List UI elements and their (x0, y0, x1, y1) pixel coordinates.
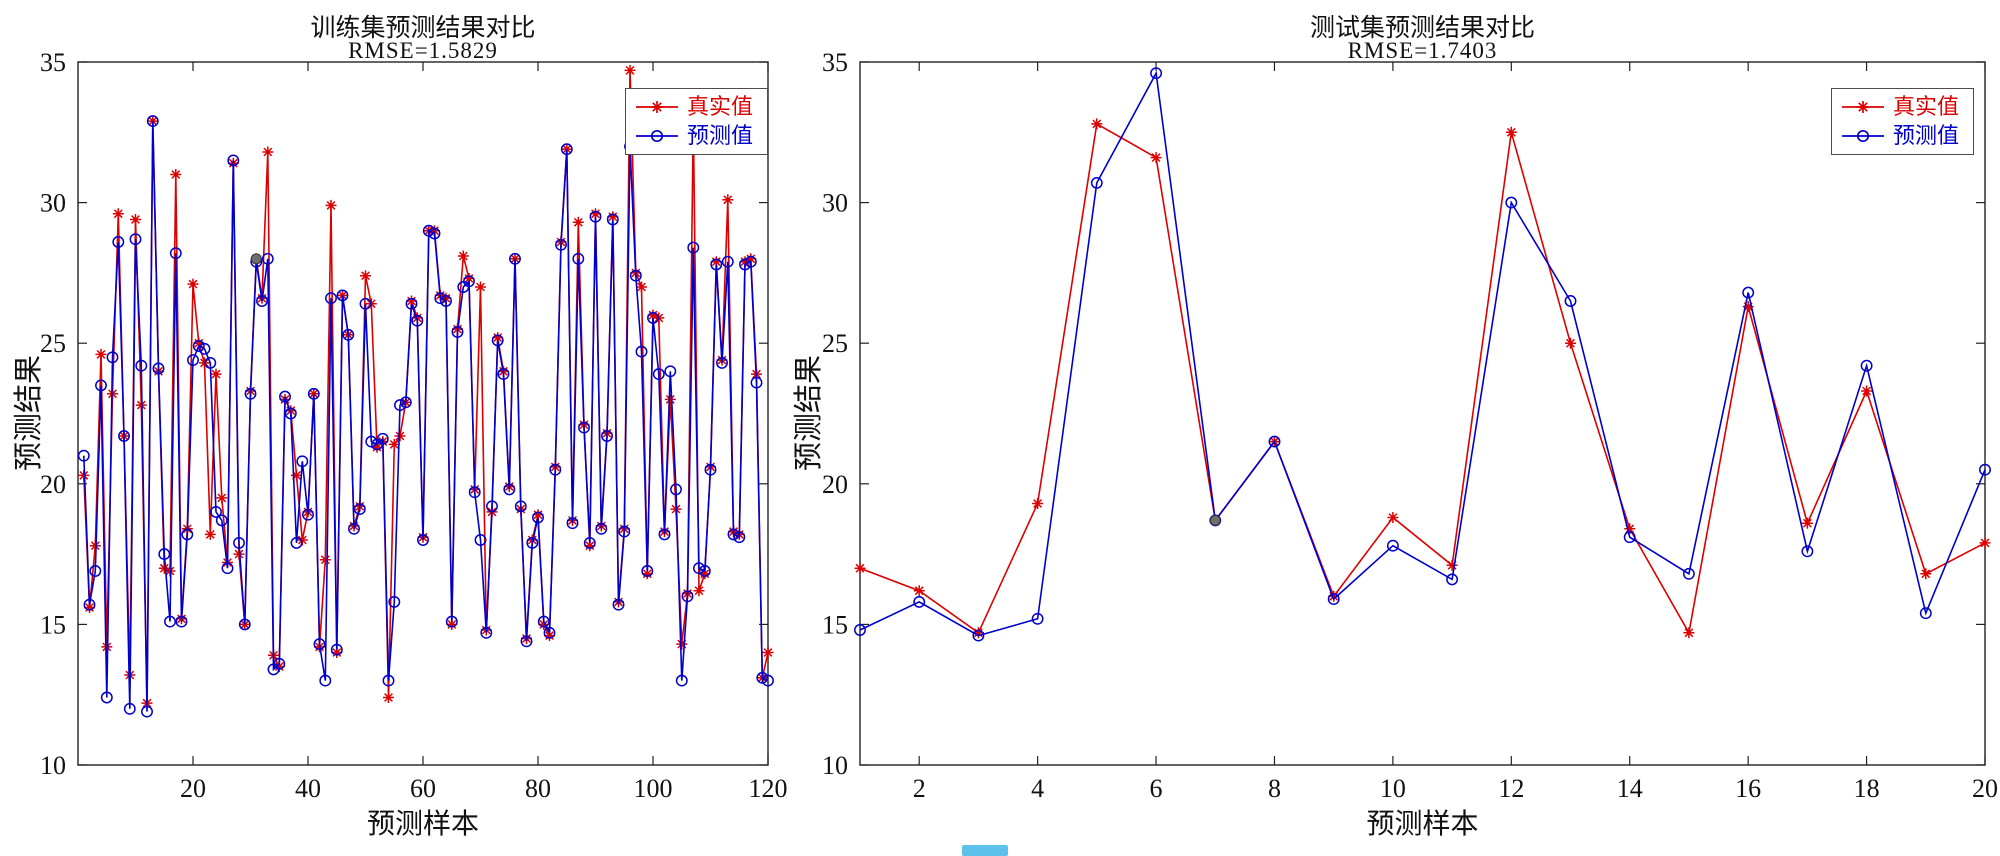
x-tick-label: 12 (1498, 774, 1524, 803)
series-markers-1 (77, 115, 774, 718)
y-tick-label: 10 (822, 751, 848, 780)
circle-marker-icon (635, 129, 678, 143)
y-tick-label: 30 (822, 189, 848, 218)
y-tick-label: 25 (822, 329, 848, 358)
x-tick-label: 60 (410, 774, 436, 803)
x-tick-label: 20 (1972, 774, 1998, 803)
legend-label-true: 真实值 (1892, 94, 1959, 119)
x-tick-label: 10 (1380, 774, 1406, 803)
x-tick-label: 2 (913, 774, 926, 803)
asterisk-marker-icon (1841, 101, 1884, 113)
x-tick-label: 4 (1031, 774, 1044, 803)
x-tick-label: 80 (525, 774, 551, 803)
x-tick-label: 120 (749, 774, 788, 803)
x-tick-label: 6 (1150, 774, 1163, 803)
y-tick-label: 15 (40, 610, 66, 639)
y-tick-label: 20 (822, 470, 848, 499)
legend: 真实值 预测值 (1830, 88, 1974, 155)
chart-title: 训练集预测结果对比 (310, 15, 536, 42)
y-tick-label: 30 (40, 189, 66, 218)
x-tick-label: 8 (1268, 774, 1281, 803)
series-line-1 (859, 70, 1986, 637)
test-chart: 2 4 6 8 10 12 14 16 18 20 10 15 20 25 30 35 测试集预测结果对比 R… (790, 0, 2000, 856)
data-cursor-point (1209, 514, 1221, 526)
x-axis-label: 预测样本 (366, 809, 479, 840)
series-line-0 (859, 122, 1986, 636)
axes-box (859, 61, 1986, 766)
x-tick-label: 20 (180, 774, 206, 803)
x-axis-label: 预测样本 (1366, 809, 1479, 840)
training-chart: 20 40 60 80 100 120 10 15 20 25 30 35 训练集预测结果对比 RMS… (0, 0, 790, 856)
y-tick-label: 35 (822, 48, 848, 77)
x-tick-label: 18 (1854, 774, 1880, 803)
legend: 真实值 预测值 (624, 88, 768, 155)
y-tick-label: 35 (40, 48, 66, 77)
legend-label-pred: 预测值 (1892, 123, 1959, 148)
circle-marker-icon (1841, 129, 1884, 143)
chart-subtitle: RMSE=1.5829 (348, 38, 498, 63)
legend-item-true: 真实值 (1840, 96, 1959, 118)
x-tick-label: 40 (295, 774, 321, 803)
test-plot: 2 4 6 8 10 12 14 16 18 20 10 15 20 25 30 35 (822, 48, 1998, 803)
series-line-1 (83, 121, 769, 712)
chart-title: 测试集预测结果对比 (1309, 15, 1535, 42)
legend-label-pred: 预测值 (686, 123, 753, 148)
y-tick-label: 10 (40, 751, 66, 780)
legend-item-pred: 预测值 (1840, 125, 1959, 147)
y-tick-label: 25 (40, 329, 66, 358)
y-axis-label: 预测结果 (13, 354, 45, 472)
asterisk-marker-icon (635, 101, 678, 113)
chart-subtitle: RMSE=1.7403 (1347, 38, 1498, 63)
axes-box (77, 61, 769, 766)
series-markers-1 (854, 67, 1991, 642)
legend-item-pred: 预测值 (634, 125, 753, 147)
legend-label-true: 真实值 (686, 94, 753, 119)
y-tick-label: 20 (40, 470, 66, 499)
y-axis-label: 预测结果 (793, 354, 825, 472)
y-tick-label: 15 (822, 610, 848, 639)
x-tick-label: 16 (1735, 774, 1761, 803)
data-cursor-point (250, 253, 262, 265)
x-tick-label: 14 (1617, 774, 1643, 803)
x-tick-label: 100 (634, 774, 673, 803)
bottom-edge-artifact (962, 845, 1008, 856)
training-plot: 20 40 60 80 100 120 10 15 20 25 30 35 (40, 48, 788, 803)
legend-item-true: 真实值 (634, 96, 753, 118)
